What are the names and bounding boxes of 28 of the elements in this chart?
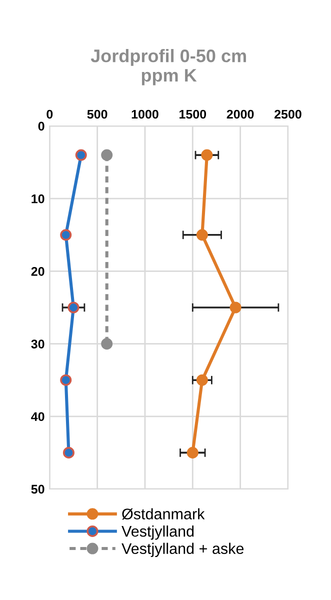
point	[60, 374, 72, 386]
x-tick-label: 2000	[226, 110, 254, 119]
y-tick-label: 20	[31, 267, 44, 276]
point	[75, 149, 87, 161]
point	[101, 149, 113, 161]
y-tick-label: 50	[31, 484, 44, 494]
y-tick-label: 0	[38, 122, 44, 131]
legend-label: Vestjylland + aske	[122, 542, 244, 558]
point	[68, 302, 80, 314]
point	[186, 446, 198, 458]
chart-title: Jordprofil 0-50 cm ppm K	[90, 49, 246, 86]
point	[230, 302, 242, 314]
y-tick-label: 30	[31, 340, 44, 348]
point	[101, 338, 113, 350]
legend-label: Østdanmark	[122, 508, 205, 520]
x-tick-label: 500	[87, 110, 108, 119]
point	[201, 149, 213, 161]
x-tick-label: 0	[46, 110, 53, 119]
x-tick-label: 1000	[132, 110, 158, 119]
legend-label: Vestjylland	[122, 525, 194, 540]
point	[196, 374, 208, 386]
y-tick-label: 40	[31, 412, 44, 422]
point	[196, 229, 208, 241]
point	[62, 446, 74, 458]
x-tick-label: 2500	[274, 110, 302, 119]
y-tick-label: 10	[32, 194, 44, 204]
x-tick-label: 1500	[180, 110, 206, 119]
point	[60, 229, 72, 241]
